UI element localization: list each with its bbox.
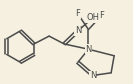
Text: F: F (75, 9, 80, 18)
Text: OH: OH (86, 13, 99, 22)
Text: N: N (85, 45, 92, 54)
Text: N: N (75, 26, 81, 35)
Text: N: N (90, 71, 96, 80)
Text: F: F (100, 11, 105, 20)
